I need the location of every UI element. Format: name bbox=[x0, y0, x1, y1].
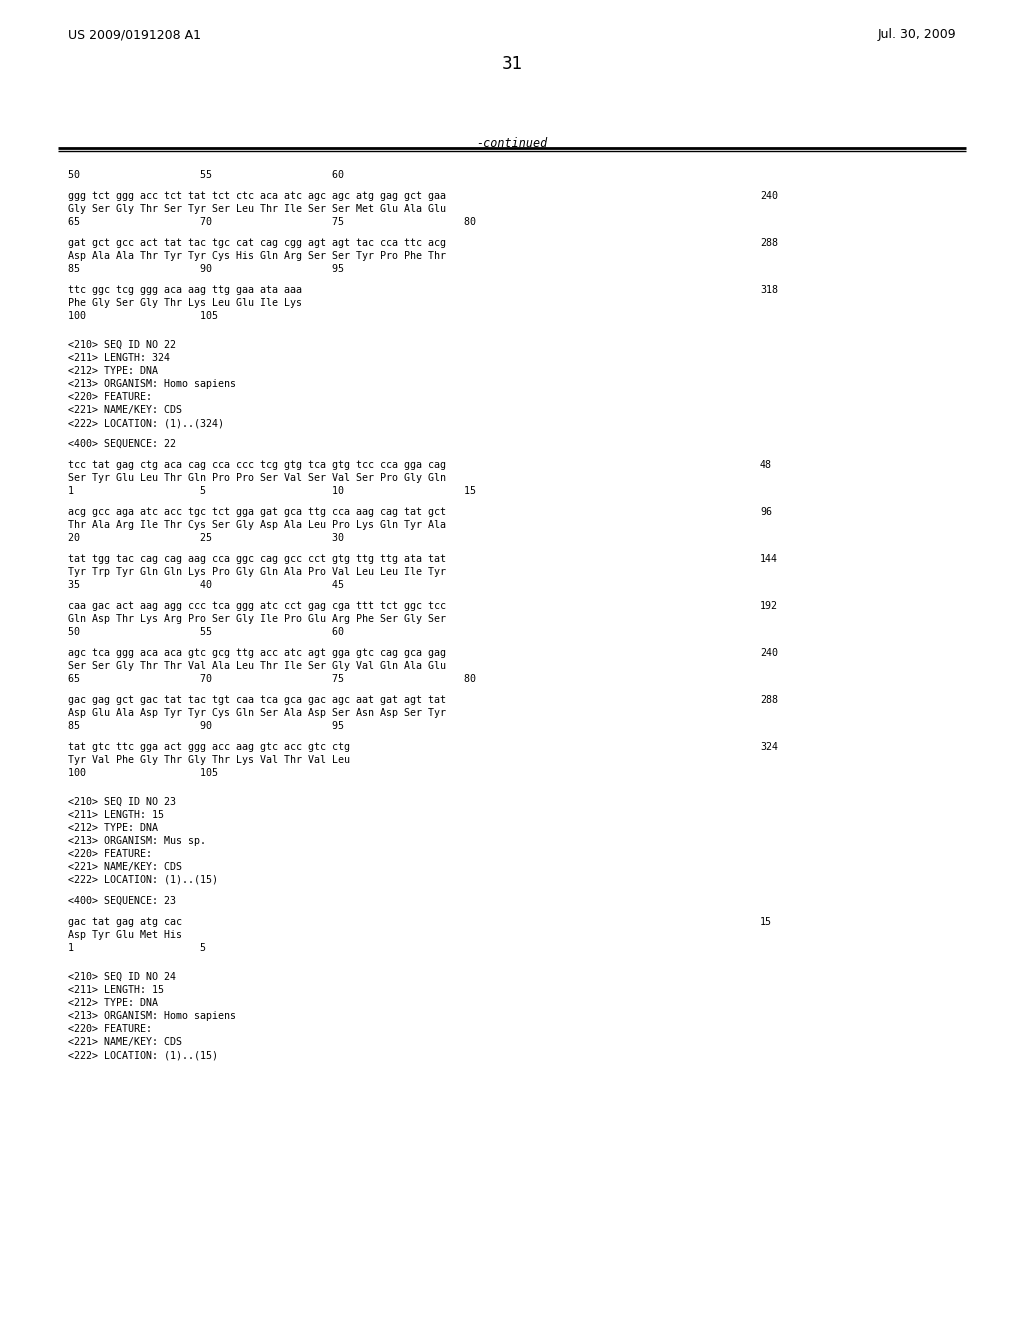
Text: 144: 144 bbox=[760, 554, 778, 564]
Text: 240: 240 bbox=[760, 191, 778, 201]
Text: <210> SEQ ID NO 23: <210> SEQ ID NO 23 bbox=[68, 797, 176, 807]
Text: US 2009/0191208 A1: US 2009/0191208 A1 bbox=[68, 28, 201, 41]
Text: ttc ggc tcg ggg aca aag ttg gaa ata aaa: ttc ggc tcg ggg aca aag ttg gaa ata aaa bbox=[68, 285, 302, 294]
Text: <211> LENGTH: 15: <211> LENGTH: 15 bbox=[68, 985, 164, 995]
Text: Asp Glu Ala Asp Tyr Tyr Cys Gln Ser Ala Asp Ser Asn Asp Ser Tyr: Asp Glu Ala Asp Tyr Tyr Cys Gln Ser Ala … bbox=[68, 708, 446, 718]
Text: 324: 324 bbox=[760, 742, 778, 752]
Text: tcc tat gag ctg aca cag cca ccc tcg gtg tca gtg tcc cca gga cag: tcc tat gag ctg aca cag cca ccc tcg gtg … bbox=[68, 459, 446, 470]
Text: Gln Asp Thr Lys Arg Pro Ser Gly Ile Pro Glu Arg Phe Ser Gly Ser: Gln Asp Thr Lys Arg Pro Ser Gly Ile Pro … bbox=[68, 614, 446, 624]
Text: 48: 48 bbox=[760, 459, 772, 470]
Text: 65                    70                    75                    80: 65 70 75 80 bbox=[68, 675, 476, 684]
Text: <212> TYPE: DNA: <212> TYPE: DNA bbox=[68, 998, 158, 1008]
Text: Tyr Trp Tyr Gln Gln Lys Pro Gly Gln Ala Pro Val Leu Leu Ile Tyr: Tyr Trp Tyr Gln Gln Lys Pro Gly Gln Ala … bbox=[68, 568, 446, 577]
Text: caa gac act aag agg ccc tca ggg atc cct gag cga ttt tct ggc tcc: caa gac act aag agg ccc tca ggg atc cct … bbox=[68, 601, 446, 611]
Text: 240: 240 bbox=[760, 648, 778, 657]
Text: Ser Tyr Glu Leu Thr Gln Pro Pro Ser Val Ser Val Ser Pro Gly Gln: Ser Tyr Glu Leu Thr Gln Pro Pro Ser Val … bbox=[68, 473, 446, 483]
Text: 31: 31 bbox=[502, 55, 522, 73]
Text: Jul. 30, 2009: Jul. 30, 2009 bbox=[878, 28, 956, 41]
Text: 1                     5: 1 5 bbox=[68, 942, 206, 953]
Text: 65                    70                    75                    80: 65 70 75 80 bbox=[68, 216, 476, 227]
Text: Tyr Val Phe Gly Thr Gly Thr Lys Val Thr Val Leu: Tyr Val Phe Gly Thr Gly Thr Lys Val Thr … bbox=[68, 755, 350, 766]
Text: <221> NAME/KEY: CDS: <221> NAME/KEY: CDS bbox=[68, 405, 182, 414]
Text: <400> SEQUENCE: 22: <400> SEQUENCE: 22 bbox=[68, 440, 176, 449]
Text: Ser Ser Gly Thr Thr Val Ala Leu Thr Ile Ser Gly Val Gln Ala Glu: Ser Ser Gly Thr Thr Val Ala Leu Thr Ile … bbox=[68, 661, 446, 671]
Text: tat tgg tac cag cag aag cca ggc cag gcc cct gtg ttg ttg ata tat: tat tgg tac cag cag aag cca ggc cag gcc … bbox=[68, 554, 446, 564]
Text: <210> SEQ ID NO 24: <210> SEQ ID NO 24 bbox=[68, 972, 176, 982]
Text: gac gag gct gac tat tac tgt caa tca gca gac agc aat gat agt tat: gac gag gct gac tat tac tgt caa tca gca … bbox=[68, 696, 446, 705]
Text: agc tca ggg aca aca gtc gcg ttg acc atc agt gga gtc cag gca gag: agc tca ggg aca aca gtc gcg ttg acc atc … bbox=[68, 648, 446, 657]
Text: 85                    90                    95: 85 90 95 bbox=[68, 264, 344, 275]
Text: <220> FEATURE:: <220> FEATURE: bbox=[68, 849, 152, 859]
Text: 85                    90                    95: 85 90 95 bbox=[68, 721, 344, 731]
Text: tat gtc ttc gga act ggg acc aag gtc acc gtc ctg: tat gtc ttc gga act ggg acc aag gtc acc … bbox=[68, 742, 350, 752]
Text: Phe Gly Ser Gly Thr Lys Leu Glu Ile Lys: Phe Gly Ser Gly Thr Lys Leu Glu Ile Lys bbox=[68, 298, 302, 308]
Text: 35                    40                    45: 35 40 45 bbox=[68, 579, 344, 590]
Text: gac tat gag atg cac: gac tat gag atg cac bbox=[68, 917, 182, 927]
Text: <220> FEATURE:: <220> FEATURE: bbox=[68, 1024, 152, 1034]
Text: <221> NAME/KEY: CDS: <221> NAME/KEY: CDS bbox=[68, 862, 182, 873]
Text: 288: 288 bbox=[760, 238, 778, 248]
Text: <222> LOCATION: (1)..(324): <222> LOCATION: (1)..(324) bbox=[68, 418, 224, 428]
Text: <222> LOCATION: (1)..(15): <222> LOCATION: (1)..(15) bbox=[68, 1049, 218, 1060]
Text: 100                   105: 100 105 bbox=[68, 312, 218, 321]
Text: <212> TYPE: DNA: <212> TYPE: DNA bbox=[68, 822, 158, 833]
Text: 96: 96 bbox=[760, 507, 772, 517]
Text: ggg tct ggg acc tct tat tct ctc aca atc agc agc atg gag gct gaa: ggg tct ggg acc tct tat tct ctc aca atc … bbox=[68, 191, 446, 201]
Text: 50                    55                    60: 50 55 60 bbox=[68, 170, 344, 180]
Text: 100                   105: 100 105 bbox=[68, 768, 218, 777]
Text: 318: 318 bbox=[760, 285, 778, 294]
Text: <213> ORGANISM: Homo sapiens: <213> ORGANISM: Homo sapiens bbox=[68, 1011, 236, 1020]
Text: 1                     5                     10                    15: 1 5 10 15 bbox=[68, 486, 476, 496]
Text: <222> LOCATION: (1)..(15): <222> LOCATION: (1)..(15) bbox=[68, 875, 218, 884]
Text: <400> SEQUENCE: 23: <400> SEQUENCE: 23 bbox=[68, 896, 176, 906]
Text: 192: 192 bbox=[760, 601, 778, 611]
Text: Gly Ser Gly Thr Ser Tyr Ser Leu Thr Ile Ser Ser Met Glu Ala Glu: Gly Ser Gly Thr Ser Tyr Ser Leu Thr Ile … bbox=[68, 205, 446, 214]
Text: Asp Ala Ala Thr Tyr Tyr Cys His Gln Arg Ser Ser Tyr Pro Phe Thr: Asp Ala Ala Thr Tyr Tyr Cys His Gln Arg … bbox=[68, 251, 446, 261]
Text: acg gcc aga atc acc tgc tct gga gat gca ttg cca aag cag tat gct: acg gcc aga atc acc tgc tct gga gat gca … bbox=[68, 507, 446, 517]
Text: <212> TYPE: DNA: <212> TYPE: DNA bbox=[68, 366, 158, 376]
Text: Thr Ala Arg Ile Thr Cys Ser Gly Asp Ala Leu Pro Lys Gln Tyr Ala: Thr Ala Arg Ile Thr Cys Ser Gly Asp Ala … bbox=[68, 520, 446, 531]
Text: 20                    25                    30: 20 25 30 bbox=[68, 533, 344, 543]
Text: gat gct gcc act tat tac tgc cat cag cgg agt agt tac cca ttc acg: gat gct gcc act tat tac tgc cat cag cgg … bbox=[68, 238, 446, 248]
Text: 288: 288 bbox=[760, 696, 778, 705]
Text: <213> ORGANISM: Homo sapiens: <213> ORGANISM: Homo sapiens bbox=[68, 379, 236, 389]
Text: <210> SEQ ID NO 22: <210> SEQ ID NO 22 bbox=[68, 341, 176, 350]
Text: 50                    55                    60: 50 55 60 bbox=[68, 627, 344, 638]
Text: <220> FEATURE:: <220> FEATURE: bbox=[68, 392, 152, 403]
Text: -continued: -continued bbox=[476, 137, 548, 150]
Text: <211> LENGTH: 15: <211> LENGTH: 15 bbox=[68, 810, 164, 820]
Text: <213> ORGANISM: Mus sp.: <213> ORGANISM: Mus sp. bbox=[68, 836, 206, 846]
Text: 15: 15 bbox=[760, 917, 772, 927]
Text: <221> NAME/KEY: CDS: <221> NAME/KEY: CDS bbox=[68, 1038, 182, 1047]
Text: <211> LENGTH: 324: <211> LENGTH: 324 bbox=[68, 352, 170, 363]
Text: Asp Tyr Glu Met His: Asp Tyr Glu Met His bbox=[68, 931, 182, 940]
